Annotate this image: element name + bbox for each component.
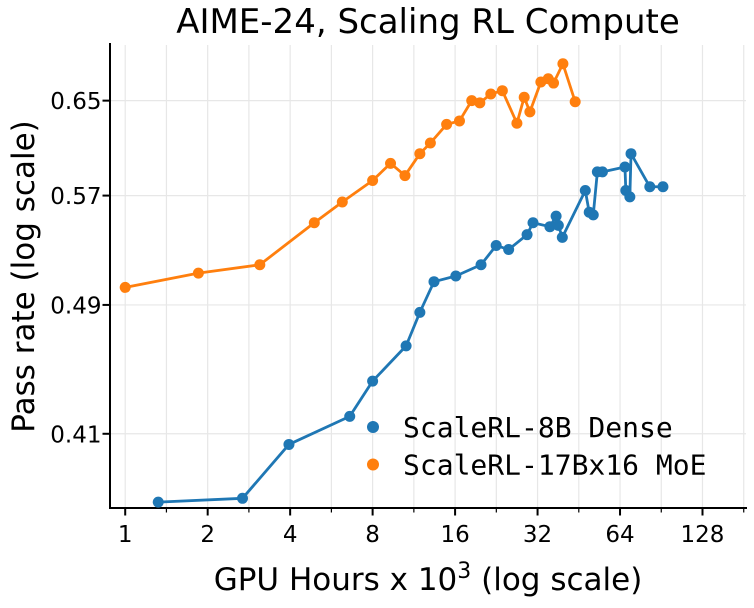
series-scalerl-8b-dense	[152, 148, 669, 508]
data-point	[548, 77, 560, 89]
legend-label-dense: ScaleRL-8B Dense	[403, 411, 673, 444]
data-point	[367, 175, 379, 187]
data-point	[503, 244, 515, 256]
data-point	[596, 166, 608, 178]
x-tick-label: 2	[200, 522, 215, 548]
legend-item-dense: ScaleRL-8B Dense	[367, 411, 673, 444]
data-point	[490, 239, 502, 251]
x-axis-label-prefix: GPU Hours x 10	[214, 562, 458, 598]
data-point	[524, 106, 536, 118]
data-point	[344, 410, 356, 422]
data-point	[424, 137, 436, 149]
y-tick-label: 0.57	[50, 184, 101, 210]
data-point	[485, 88, 497, 100]
y-tick-label: 0.49	[50, 293, 101, 319]
data-point	[414, 148, 426, 160]
data-point	[428, 276, 440, 288]
data-point	[453, 115, 465, 127]
data-point	[119, 281, 131, 293]
series-layer	[119, 58, 669, 508]
data-point	[308, 217, 320, 229]
data-point	[518, 91, 530, 103]
data-point	[625, 148, 637, 160]
data-point	[657, 181, 669, 193]
data-point	[475, 259, 487, 271]
data-point	[474, 97, 486, 109]
data-point	[569, 96, 581, 108]
data-point	[552, 219, 564, 231]
x-tick-label: 1	[118, 522, 133, 548]
x-tick-label: 32	[523, 522, 552, 548]
data-point	[619, 161, 631, 173]
data-point	[550, 210, 562, 222]
data-point	[441, 118, 453, 130]
data-point	[414, 306, 426, 318]
chart-title: AIME-24, Scaling RL Compute	[176, 2, 680, 42]
series-scalerl-17bx16-moe	[119, 58, 581, 293]
data-point	[336, 196, 348, 208]
data-point	[367, 375, 379, 387]
data-point	[496, 85, 508, 97]
data-point	[450, 270, 462, 282]
data-point	[521, 229, 533, 241]
data-point	[254, 259, 266, 271]
x-tick-label: 16	[440, 522, 469, 548]
legend: ScaleRL-8B Dense ScaleRL-17Bx16 MoE	[367, 411, 706, 482]
data-point	[556, 231, 568, 243]
x-axis-label-superscript: 3	[457, 559, 471, 584]
legend-label-moe: ScaleRL-17Bx16 MoE	[403, 449, 706, 482]
legend-item-moe: ScaleRL-17Bx16 MoE	[367, 449, 706, 482]
data-point	[579, 185, 591, 197]
legend-marker-moe-icon	[367, 458, 379, 471]
data-point	[587, 209, 599, 221]
data-point	[283, 438, 295, 450]
x-tick-label: 8	[365, 522, 380, 548]
data-point	[527, 217, 539, 229]
y-tick-label: 0.41	[50, 422, 101, 448]
data-point	[511, 117, 523, 129]
y-axis-label: Pass rate (log scale)	[6, 120, 42, 432]
data-point	[152, 496, 164, 508]
data-point	[237, 492, 248, 504]
x-axis-label-suffix: (log scale)	[471, 562, 642, 598]
grid-layer	[110, 45, 746, 508]
data-point	[399, 170, 411, 182]
data-point	[385, 157, 397, 169]
data-point	[644, 181, 656, 193]
legend-marker-dense-icon	[367, 421, 379, 433]
data-point	[544, 221, 556, 233]
data-point	[400, 340, 412, 352]
x-tick-label: 128	[681, 522, 725, 548]
x-tick-label: 64	[605, 522, 634, 548]
x-axis-label: GPU Hours x 103 (log scale)	[214, 559, 643, 598]
data-point	[192, 267, 204, 279]
x-tick-label: 4	[283, 522, 298, 548]
axis-layer: 1 2 4 8 16 32 64 128 0.41 0.49 0.57 0.65	[50, 43, 747, 548]
y-tick-label: 0.65	[50, 89, 101, 115]
data-point	[624, 191, 636, 203]
data-point	[557, 58, 569, 70]
